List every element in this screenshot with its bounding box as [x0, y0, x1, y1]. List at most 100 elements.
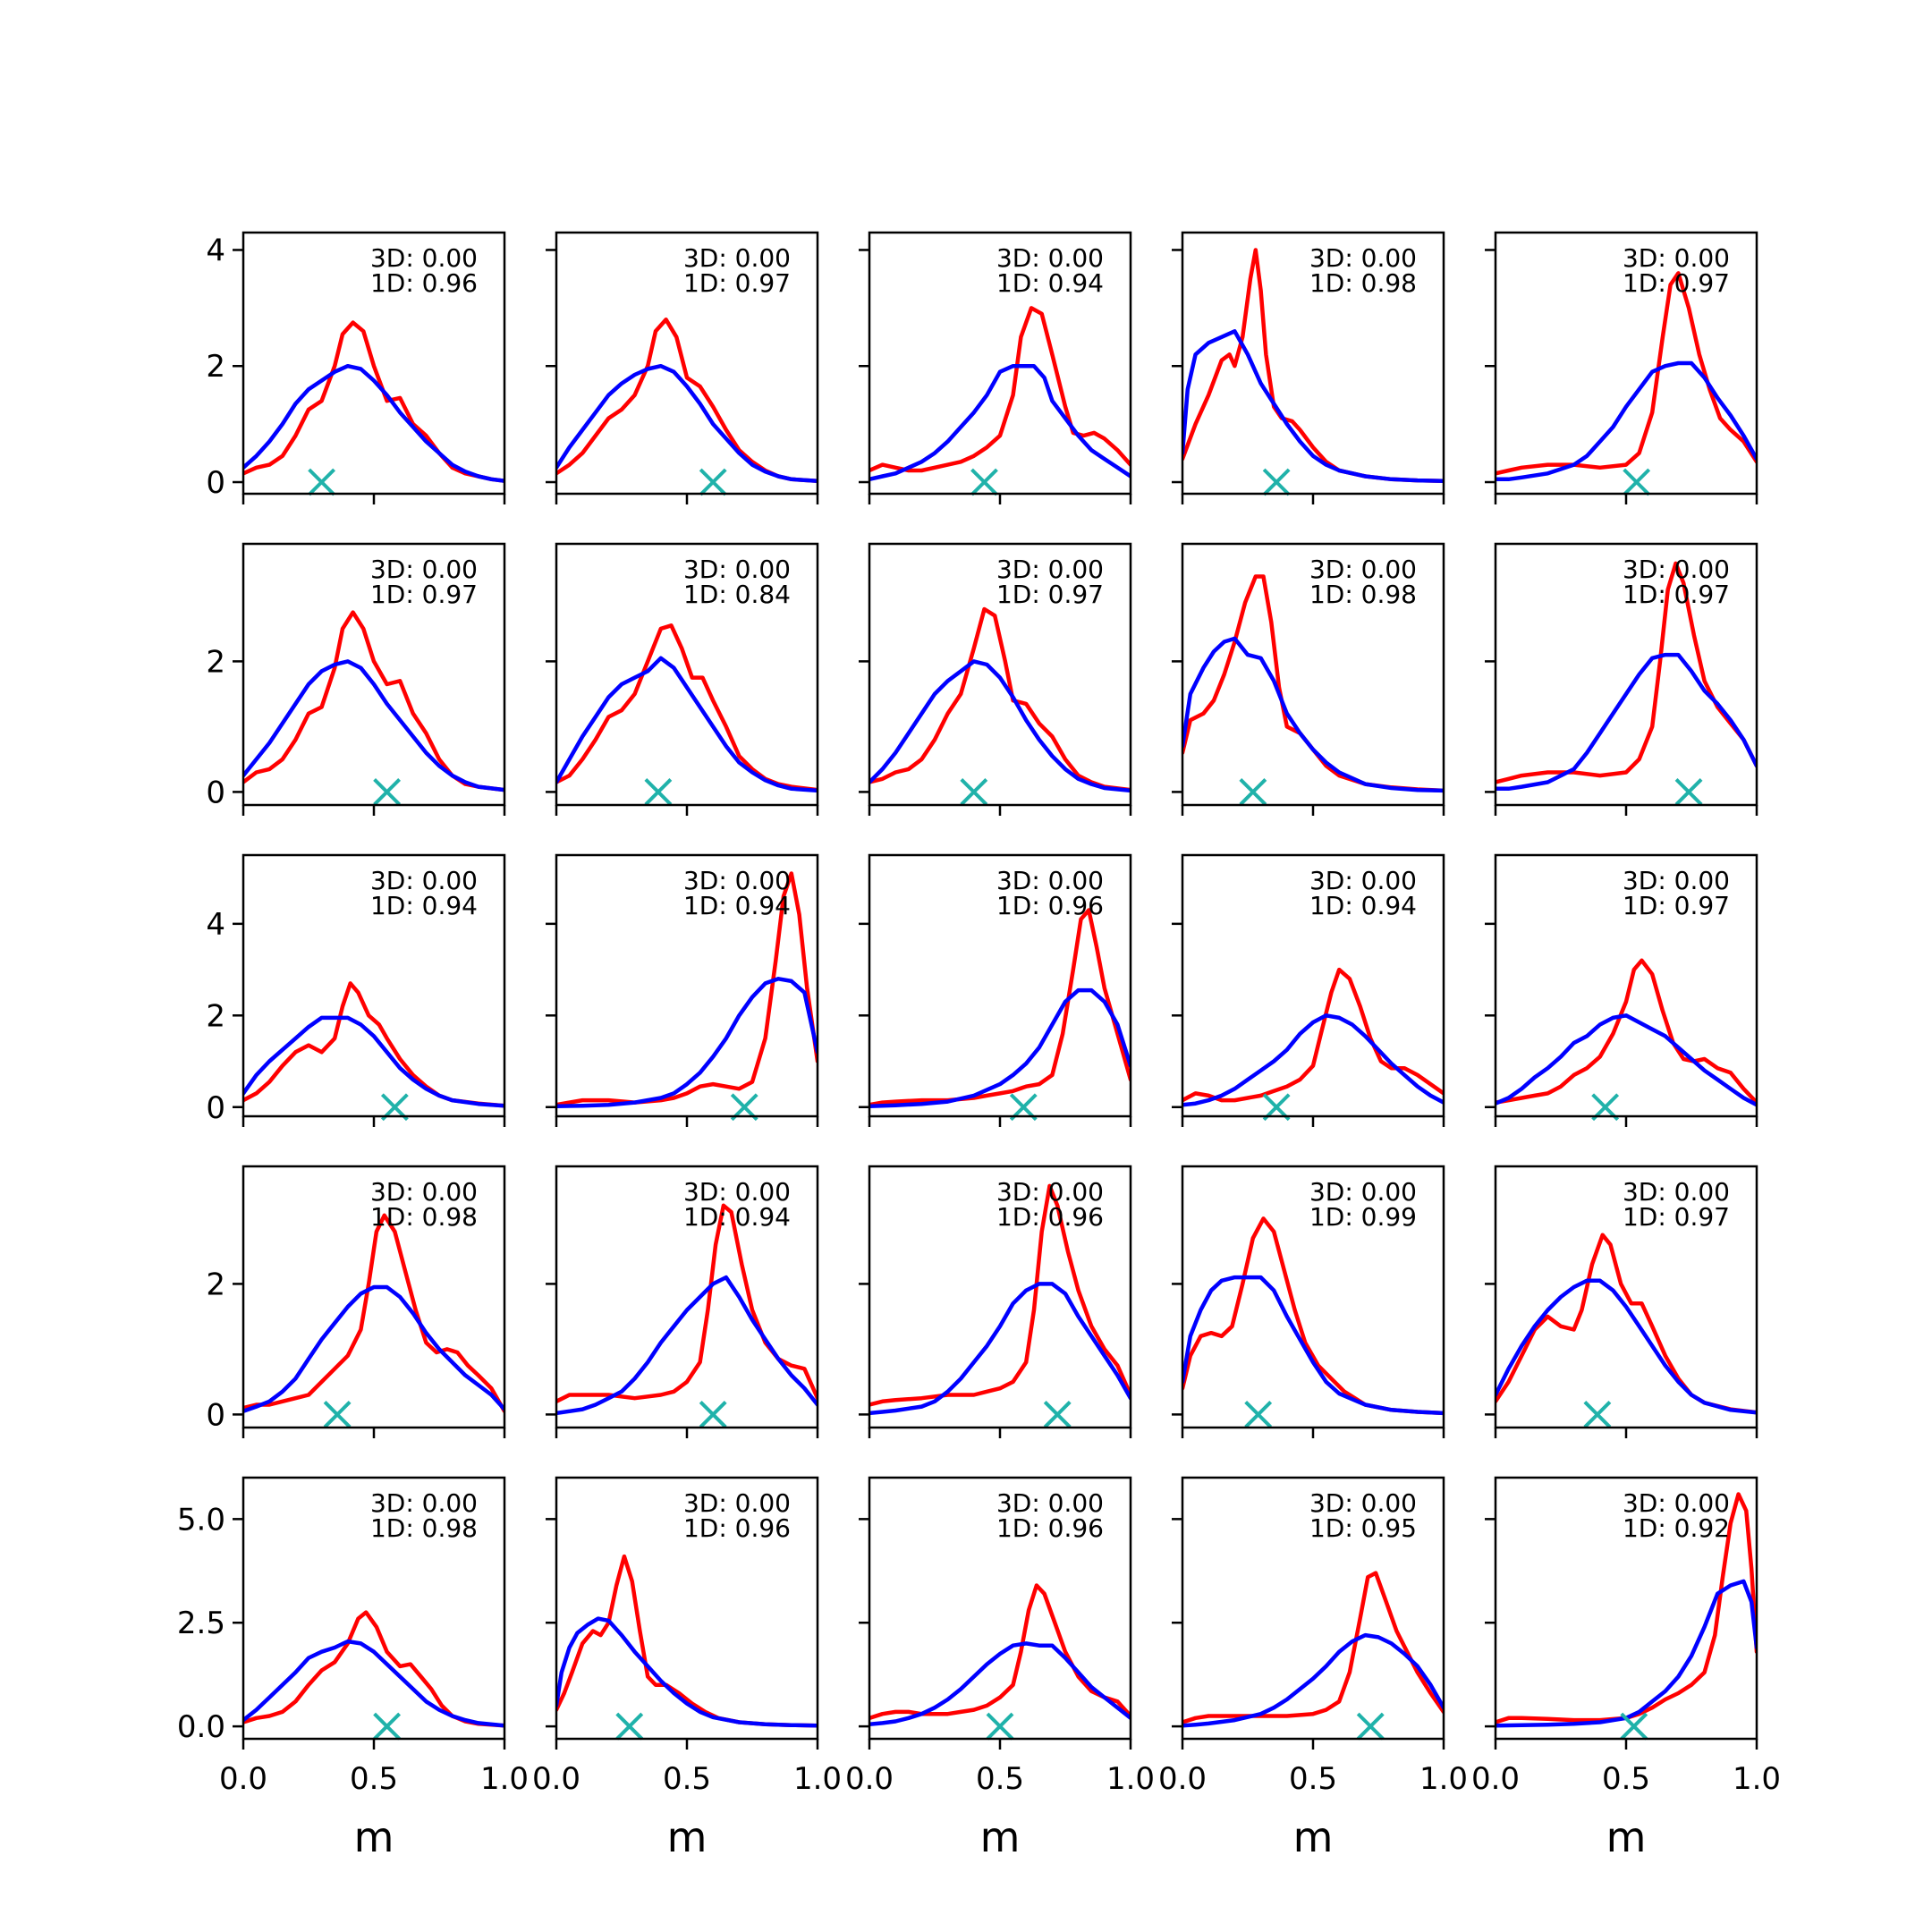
- x-marker: [1620, 1712, 1648, 1741]
- annotation-3d: 3D: 0.00: [1309, 1488, 1417, 1518]
- annotation-1d: 1D: 0.96: [996, 1513, 1104, 1543]
- y-tick-label: 0: [206, 775, 225, 810]
- x-tick-label: 0.0: [845, 1761, 894, 1797]
- annotation-3d: 3D: 0.00: [996, 866, 1104, 895]
- series-line-blue: [869, 659, 1131, 793]
- annotation-1d: 1D: 0.95: [1309, 1513, 1417, 1543]
- series-line-red: [1182, 1571, 1444, 1724]
- x-marker: [1262, 468, 1291, 496]
- series-line-blue: [1182, 1013, 1444, 1107]
- x-tick-label: 0.0: [1158, 1761, 1207, 1797]
- y-tick-label: 2: [206, 1267, 225, 1302]
- y-tick-label: 0: [206, 1090, 225, 1126]
- panel-series: [1496, 1233, 1757, 1415]
- x-marker: [323, 1400, 352, 1428]
- panel-series: [869, 1183, 1131, 1416]
- series-line-blue: [1182, 329, 1444, 483]
- annotation-1d: 1D: 0.94: [683, 891, 791, 920]
- x-marker: [1356, 1712, 1385, 1741]
- y-tick-label: 0: [206, 1397, 225, 1433]
- x-marker: [1043, 1400, 1072, 1428]
- annotation-1d: 1D: 0.84: [683, 580, 791, 609]
- series-line-blue: [556, 1616, 818, 1728]
- y-tick-label: 0.0: [177, 1709, 225, 1745]
- x-tick-label: 1.0: [1419, 1761, 1468, 1797]
- panel-series: [243, 1610, 504, 1728]
- x-marker: [1583, 1400, 1612, 1428]
- x-marker: [699, 468, 727, 496]
- panel-series: [1496, 561, 1757, 792]
- panel-series: [556, 871, 818, 1108]
- annotation-1d: 1D: 0.94: [1309, 891, 1417, 920]
- annotation-3d: 3D: 0.00: [1623, 866, 1730, 895]
- annotation-3d: 3D: 0.00: [683, 555, 791, 584]
- y-tick-label: 2: [206, 644, 225, 680]
- annotation-3d: 3D: 0.00: [683, 243, 791, 273]
- annotation-3d: 3D: 0.00: [1309, 555, 1417, 584]
- x-marker: [644, 777, 673, 806]
- series-line-red: [869, 1183, 1131, 1407]
- x-axis-label: m: [1606, 1813, 1647, 1861]
- x-tick-label: 0.5: [1602, 1761, 1650, 1797]
- series-line-blue: [1496, 1579, 1757, 1728]
- x-tick-label: 1.0: [1106, 1761, 1155, 1797]
- panel-series: [1182, 1571, 1444, 1728]
- x-tick-label: 0.0: [219, 1761, 267, 1797]
- series-line-blue: [243, 363, 504, 483]
- series-line-blue: [556, 363, 818, 483]
- panel-series: [869, 306, 1131, 482]
- annotation-3d: 3D: 0.00: [1309, 243, 1417, 273]
- panel-series: [243, 981, 504, 1108]
- x-marker: [1244, 1400, 1273, 1428]
- annotation-3d: 3D: 0.00: [996, 1488, 1104, 1518]
- series-line-blue: [556, 977, 818, 1108]
- series-line-blue: [1496, 1278, 1757, 1415]
- series-line-red: [1496, 271, 1757, 476]
- series-line-blue: [1496, 360, 1757, 482]
- annotation-1d: 1D: 0.94: [683, 1202, 791, 1232]
- x-axis-label: m: [980, 1813, 1021, 1861]
- x-marker: [1239, 777, 1267, 806]
- annotation-3d: 3D: 0.00: [996, 555, 1104, 584]
- series-line-blue: [1182, 1632, 1444, 1728]
- y-tick-label: 2: [206, 349, 225, 385]
- annotation-1d: 1D: 0.96: [683, 1513, 791, 1543]
- panel-series: [1182, 248, 1444, 483]
- series-line-blue: [1496, 1013, 1757, 1107]
- panel-series: [556, 1554, 818, 1728]
- series-line-red: [869, 306, 1131, 473]
- series-line-blue: [243, 1015, 504, 1108]
- y-tick-label: 4: [206, 233, 225, 268]
- annotation-3d: 3D: 0.00: [683, 1177, 791, 1207]
- series-line-blue: [556, 1275, 818, 1416]
- y-tick-label: 4: [206, 907, 225, 943]
- annotation-1d: 1D: 0.97: [996, 580, 1104, 609]
- panel-series: [1182, 967, 1444, 1107]
- series-line-red: [1496, 561, 1757, 784]
- annotation-1d: 1D: 0.97: [683, 268, 791, 298]
- annotation-1d: 1D: 0.97: [1623, 268, 1730, 298]
- annotation-1d: 1D: 0.92: [1623, 1513, 1730, 1543]
- panel-series: [1496, 958, 1757, 1107]
- series-line-blue: [1496, 652, 1757, 792]
- y-tick-label: 5.0: [177, 1502, 225, 1538]
- series-line-blue: [243, 1284, 504, 1414]
- annotation-3d: 3D: 0.00: [370, 243, 478, 273]
- annotation-1d: 1D: 0.94: [370, 891, 478, 920]
- series-line-red: [869, 908, 1131, 1107]
